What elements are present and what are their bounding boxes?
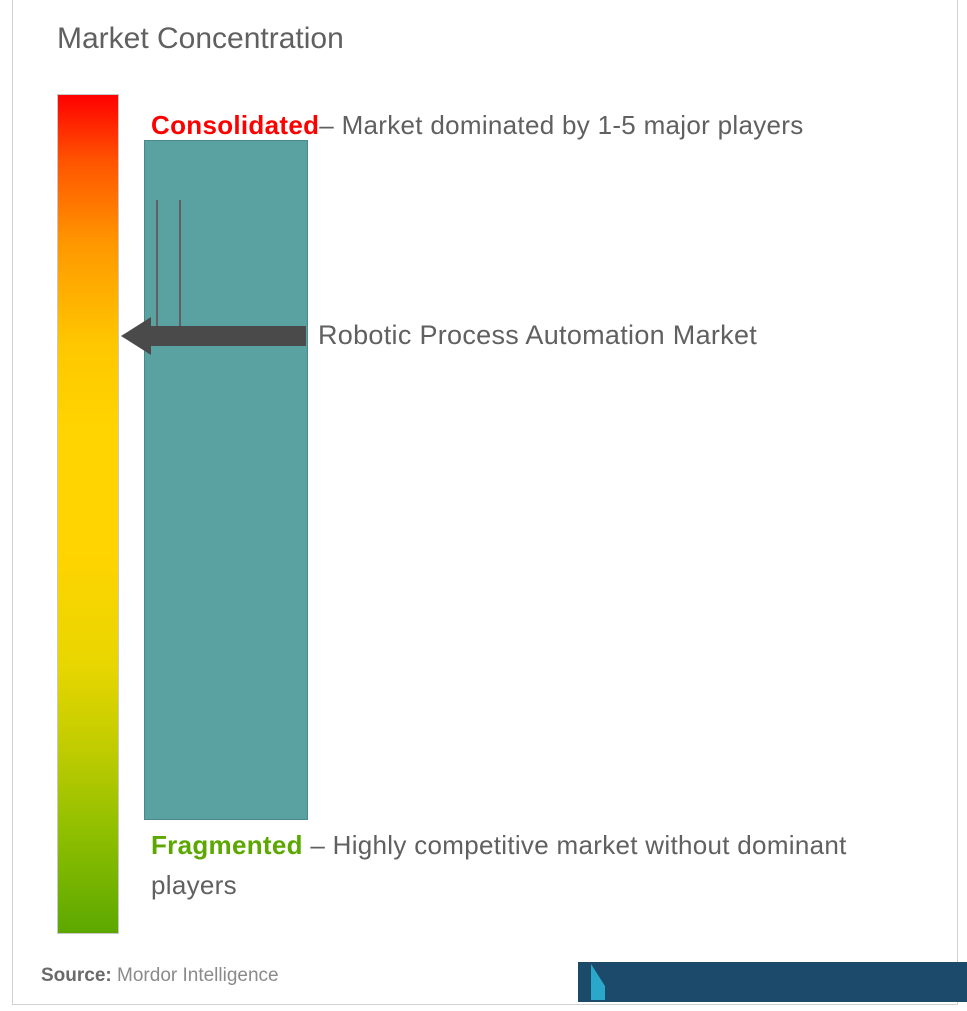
connector-line (179, 200, 181, 335)
source-value: Mordor Intelligence (112, 965, 279, 986)
chart-title: Market Concentration (57, 22, 344, 56)
fragmented-label: Fragmented – Highly competitive market w… (151, 825, 911, 906)
concentration-gradient-bar (57, 94, 119, 934)
source-label: Source: (41, 965, 112, 986)
arrow-shaft (148, 326, 306, 346)
source-line: Source: Mordor Intelligence (41, 965, 279, 987)
mordor-logo-icon (589, 956, 649, 1004)
consolidated-desc: – Market dominated by 1-5 major players (319, 110, 803, 140)
arrow-head-icon (121, 317, 151, 355)
chart-frame: Market Concentration Consolidated– Marke… (12, 0, 958, 1005)
fragmented-strong: Fragmented (151, 830, 303, 860)
connector-line (156, 200, 158, 335)
market-name-label: Robotic Process Automation Market (318, 320, 757, 351)
callout-box (144, 140, 308, 820)
consolidated-strong: Consolidated (151, 110, 319, 140)
